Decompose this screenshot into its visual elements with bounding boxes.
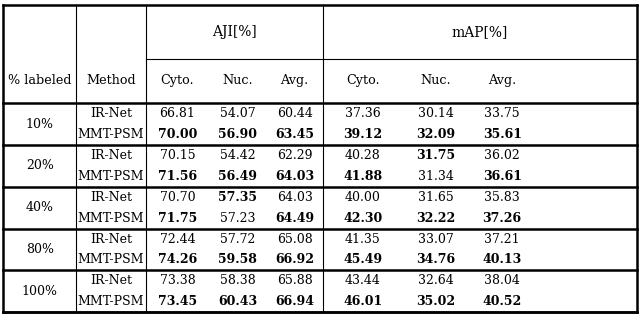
Text: MMT-PSM: MMT-PSM bbox=[77, 254, 144, 267]
Text: 71.56: 71.56 bbox=[158, 170, 197, 183]
Text: MMT-PSM: MMT-PSM bbox=[77, 295, 144, 308]
Text: 64.49: 64.49 bbox=[275, 212, 314, 225]
Text: 33.07: 33.07 bbox=[418, 233, 454, 246]
Text: 32.09: 32.09 bbox=[416, 128, 455, 141]
Text: 40.13: 40.13 bbox=[483, 254, 522, 267]
Text: 70.00: 70.00 bbox=[157, 128, 197, 141]
Text: 41.35: 41.35 bbox=[345, 233, 381, 246]
Text: 35.61: 35.61 bbox=[483, 128, 522, 141]
Text: 66.81: 66.81 bbox=[159, 107, 195, 120]
Text: 57.72: 57.72 bbox=[220, 233, 255, 246]
Text: Avg.: Avg. bbox=[488, 74, 516, 87]
Text: 100%: 100% bbox=[22, 285, 58, 298]
Text: AJI[%]: AJI[%] bbox=[212, 25, 257, 39]
Text: 63.45: 63.45 bbox=[275, 128, 314, 141]
Text: IR-Net: IR-Net bbox=[90, 275, 132, 288]
Text: 37.26: 37.26 bbox=[483, 212, 522, 225]
Text: Cyto.: Cyto. bbox=[161, 74, 195, 87]
Text: 36.61: 36.61 bbox=[483, 170, 522, 183]
Text: 30.14: 30.14 bbox=[418, 107, 454, 120]
Text: 45.49: 45.49 bbox=[343, 254, 382, 267]
Text: 66.94: 66.94 bbox=[275, 295, 314, 308]
Text: 43.44: 43.44 bbox=[345, 275, 381, 288]
Text: 40.52: 40.52 bbox=[483, 295, 522, 308]
Text: IR-Net: IR-Net bbox=[90, 233, 132, 246]
Text: MMT-PSM: MMT-PSM bbox=[77, 170, 144, 183]
Text: 46.01: 46.01 bbox=[343, 295, 382, 308]
Text: 35.83: 35.83 bbox=[484, 191, 520, 204]
Text: 65.88: 65.88 bbox=[276, 275, 312, 288]
Text: 39.12: 39.12 bbox=[343, 128, 382, 141]
Text: 54.07: 54.07 bbox=[220, 107, 255, 120]
Text: 56.49: 56.49 bbox=[218, 170, 257, 183]
Text: 70.15: 70.15 bbox=[159, 149, 195, 162]
Text: 35.02: 35.02 bbox=[416, 295, 455, 308]
Text: 40%: 40% bbox=[26, 201, 54, 214]
Text: 72.44: 72.44 bbox=[159, 233, 195, 246]
Text: IR-Net: IR-Net bbox=[90, 191, 132, 204]
Text: 59.58: 59.58 bbox=[218, 254, 257, 267]
Text: 36.02: 36.02 bbox=[484, 149, 520, 162]
Text: 54.42: 54.42 bbox=[220, 149, 255, 162]
Text: 33.75: 33.75 bbox=[484, 107, 520, 120]
Text: 31.65: 31.65 bbox=[418, 191, 454, 204]
Text: IR-Net: IR-Net bbox=[90, 149, 132, 162]
Text: Avg.: Avg. bbox=[280, 74, 308, 87]
Text: Cyto.: Cyto. bbox=[346, 74, 380, 87]
Text: IR-Net: IR-Net bbox=[90, 107, 132, 120]
Text: 60.44: 60.44 bbox=[276, 107, 312, 120]
Text: 34.76: 34.76 bbox=[416, 254, 455, 267]
Text: 60.43: 60.43 bbox=[218, 295, 257, 308]
Text: 57.23: 57.23 bbox=[220, 212, 255, 225]
Text: 62.29: 62.29 bbox=[277, 149, 312, 162]
Text: 31.75: 31.75 bbox=[416, 149, 455, 162]
Text: Nuc.: Nuc. bbox=[222, 74, 253, 87]
Text: 31.34: 31.34 bbox=[418, 170, 454, 183]
Text: 64.03: 64.03 bbox=[276, 191, 312, 204]
Text: 57.35: 57.35 bbox=[218, 191, 257, 204]
Text: 42.30: 42.30 bbox=[343, 212, 382, 225]
Text: 41.88: 41.88 bbox=[343, 170, 382, 183]
Text: mAP[%]: mAP[%] bbox=[452, 25, 508, 39]
Text: 40.28: 40.28 bbox=[345, 149, 381, 162]
Text: 37.21: 37.21 bbox=[484, 233, 520, 246]
Text: % labeled: % labeled bbox=[8, 74, 72, 87]
Text: 10%: 10% bbox=[26, 118, 54, 131]
Text: 32.64: 32.64 bbox=[418, 275, 454, 288]
Text: 70.70: 70.70 bbox=[159, 191, 195, 204]
Text: MMT-PSM: MMT-PSM bbox=[77, 212, 144, 225]
Text: 74.26: 74.26 bbox=[158, 254, 197, 267]
Text: 73.45: 73.45 bbox=[158, 295, 197, 308]
Text: 80%: 80% bbox=[26, 243, 54, 256]
Text: MMT-PSM: MMT-PSM bbox=[77, 128, 144, 141]
Text: 56.90: 56.90 bbox=[218, 128, 257, 141]
Text: 71.75: 71.75 bbox=[158, 212, 197, 225]
Text: 65.08: 65.08 bbox=[276, 233, 312, 246]
Text: 64.03: 64.03 bbox=[275, 170, 314, 183]
Text: 66.92: 66.92 bbox=[275, 254, 314, 267]
Text: Method: Method bbox=[86, 74, 136, 87]
Text: 40.00: 40.00 bbox=[345, 191, 381, 204]
Text: 37.36: 37.36 bbox=[345, 107, 381, 120]
Text: 58.38: 58.38 bbox=[220, 275, 255, 288]
Text: 73.38: 73.38 bbox=[159, 275, 195, 288]
Text: 32.22: 32.22 bbox=[416, 212, 455, 225]
Text: 20%: 20% bbox=[26, 159, 54, 172]
Text: 38.04: 38.04 bbox=[484, 275, 520, 288]
Text: Nuc.: Nuc. bbox=[420, 74, 451, 87]
